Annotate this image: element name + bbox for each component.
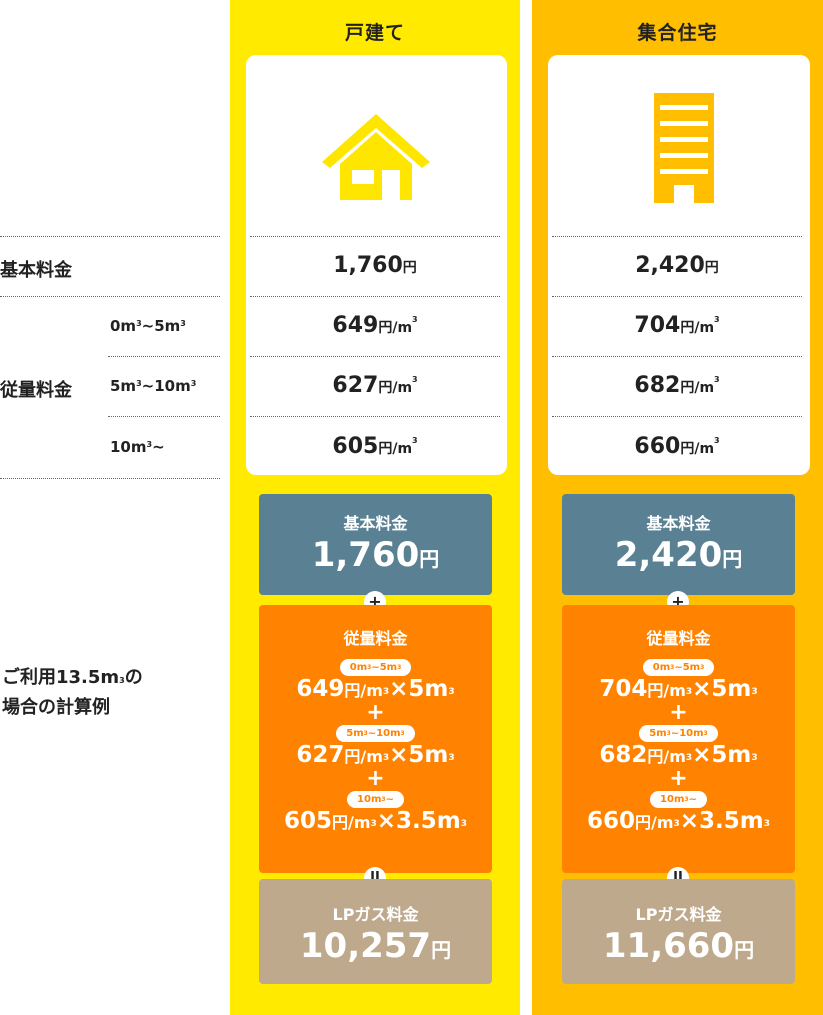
apartment-total-box: LPガス料金 11,660円 bbox=[562, 879, 795, 984]
apartment-plus-1: + bbox=[669, 766, 688, 791]
house-tier-price-0: 649円/m3 bbox=[332, 313, 418, 338]
divider bbox=[250, 416, 500, 417]
house-usage-fee-box: 従量料金 0m3~5m3 649円/m3×5m3 + 5m3~10m3 627円… bbox=[259, 605, 492, 873]
apartment-tier-pill-2: 10m3~ bbox=[650, 791, 707, 808]
house-usage-line-0: 649円/m3×5m3 bbox=[296, 676, 455, 702]
house-card bbox=[246, 55, 507, 475]
house-total-box: LPガス料金 10,257円 bbox=[259, 879, 492, 984]
house-base-price: 1,760円 bbox=[333, 253, 417, 278]
house-plus-0: + bbox=[366, 700, 385, 725]
house-usage-line-2: 605円/m3×3.5m3 bbox=[283, 808, 468, 834]
apartment-building-icon bbox=[654, 93, 714, 203]
tier-label-2: 10m3~ bbox=[110, 438, 165, 456]
tier-label-1: 5m3~10m3 bbox=[110, 377, 197, 395]
apartment-base-fee-box-value: 2,420円 bbox=[614, 535, 743, 575]
apartment-card bbox=[548, 55, 810, 475]
apartment-tier-price-0: 704円/m3 bbox=[634, 313, 720, 338]
usage-fee-label: 従量料金 bbox=[0, 380, 72, 401]
apartment-total-box-value: 11,660円 bbox=[602, 926, 755, 966]
house-tier-price-1: 627円/m3 bbox=[332, 373, 418, 398]
apartment-plus-0: + bbox=[669, 700, 688, 725]
apartment-usage-line-0: 704円/m3×5m3 bbox=[599, 676, 758, 702]
house-usage-fee-box-label: 従量料金 bbox=[343, 629, 408, 648]
house-column-title: 戸建て bbox=[344, 22, 405, 44]
apartment-usage-line-2: 660円/m3×3.5m3 bbox=[586, 808, 771, 834]
house-usage-line-1: 627円/m3×5m3 bbox=[296, 742, 455, 768]
apartment-base-fee-box: 基本料金 2,420円 bbox=[562, 494, 795, 595]
house-base-fee-box-label: 基本料金 bbox=[343, 514, 408, 533]
apartment-tier-pill-1: 5m3~10m3 bbox=[639, 725, 718, 742]
house-total-box-label: LPガス料金 bbox=[332, 905, 419, 924]
house-total-box-value: 10,257円 bbox=[299, 926, 452, 966]
house-icon bbox=[322, 114, 430, 200]
house-tier-pill-0: 0m3~5m3 bbox=[339, 659, 412, 676]
house-tier-pill-1: 5m3~10m3 bbox=[336, 725, 415, 742]
calculation-label-line2: 場合の計算例 bbox=[2, 697, 110, 718]
base-fee-label: 基本料金 bbox=[0, 260, 72, 281]
house-tier-price-2: 605円/m3 bbox=[332, 434, 418, 459]
divider bbox=[0, 478, 220, 479]
divider bbox=[552, 236, 802, 237]
apartment-usage-line-1: 682円/m3×5m3 bbox=[599, 742, 758, 768]
house-base-fee-box: 基本料金 1,760円 bbox=[259, 494, 492, 595]
calculation-label-line1: ご利用13.5m3の bbox=[2, 667, 143, 688]
divider bbox=[0, 236, 220, 237]
divider bbox=[0, 296, 220, 297]
apartment-tier-price-1: 682円/m3 bbox=[634, 373, 720, 398]
apartment-usage-fee-box: 従量料金 0m3~5m3 704円/m3×5m3 + 5m3~10m3 682円… bbox=[562, 605, 795, 873]
apartment-tier-pill-0: 0m3~5m3 bbox=[642, 659, 715, 676]
apartment-column-title: 集合住宅 bbox=[637, 22, 718, 44]
divider bbox=[552, 416, 802, 417]
apartment-total-box-label: LPガス料金 bbox=[635, 905, 722, 924]
house-tier-pill-2: 10m3~ bbox=[347, 791, 404, 808]
house-plus-1: + bbox=[366, 766, 385, 791]
divider bbox=[108, 356, 220, 357]
calculation-example-label: ご利用13.5m3の 場合の計算例 bbox=[2, 663, 143, 723]
apartment-base-price: 2,420円 bbox=[635, 253, 719, 278]
divider bbox=[250, 356, 500, 357]
apartment-tier-price-2: 660円/m3 bbox=[634, 434, 720, 459]
house-base-fee-box-value: 1,760円 bbox=[311, 535, 440, 575]
tier-label-0: 0m3~5m3 bbox=[110, 317, 186, 335]
divider bbox=[108, 416, 220, 417]
divider bbox=[552, 296, 802, 297]
apartment-usage-fee-box-label: 従量料金 bbox=[646, 629, 711, 648]
apartment-base-fee-box-label: 基本料金 bbox=[646, 514, 711, 533]
divider bbox=[250, 236, 500, 237]
divider bbox=[552, 356, 802, 357]
divider bbox=[250, 296, 500, 297]
